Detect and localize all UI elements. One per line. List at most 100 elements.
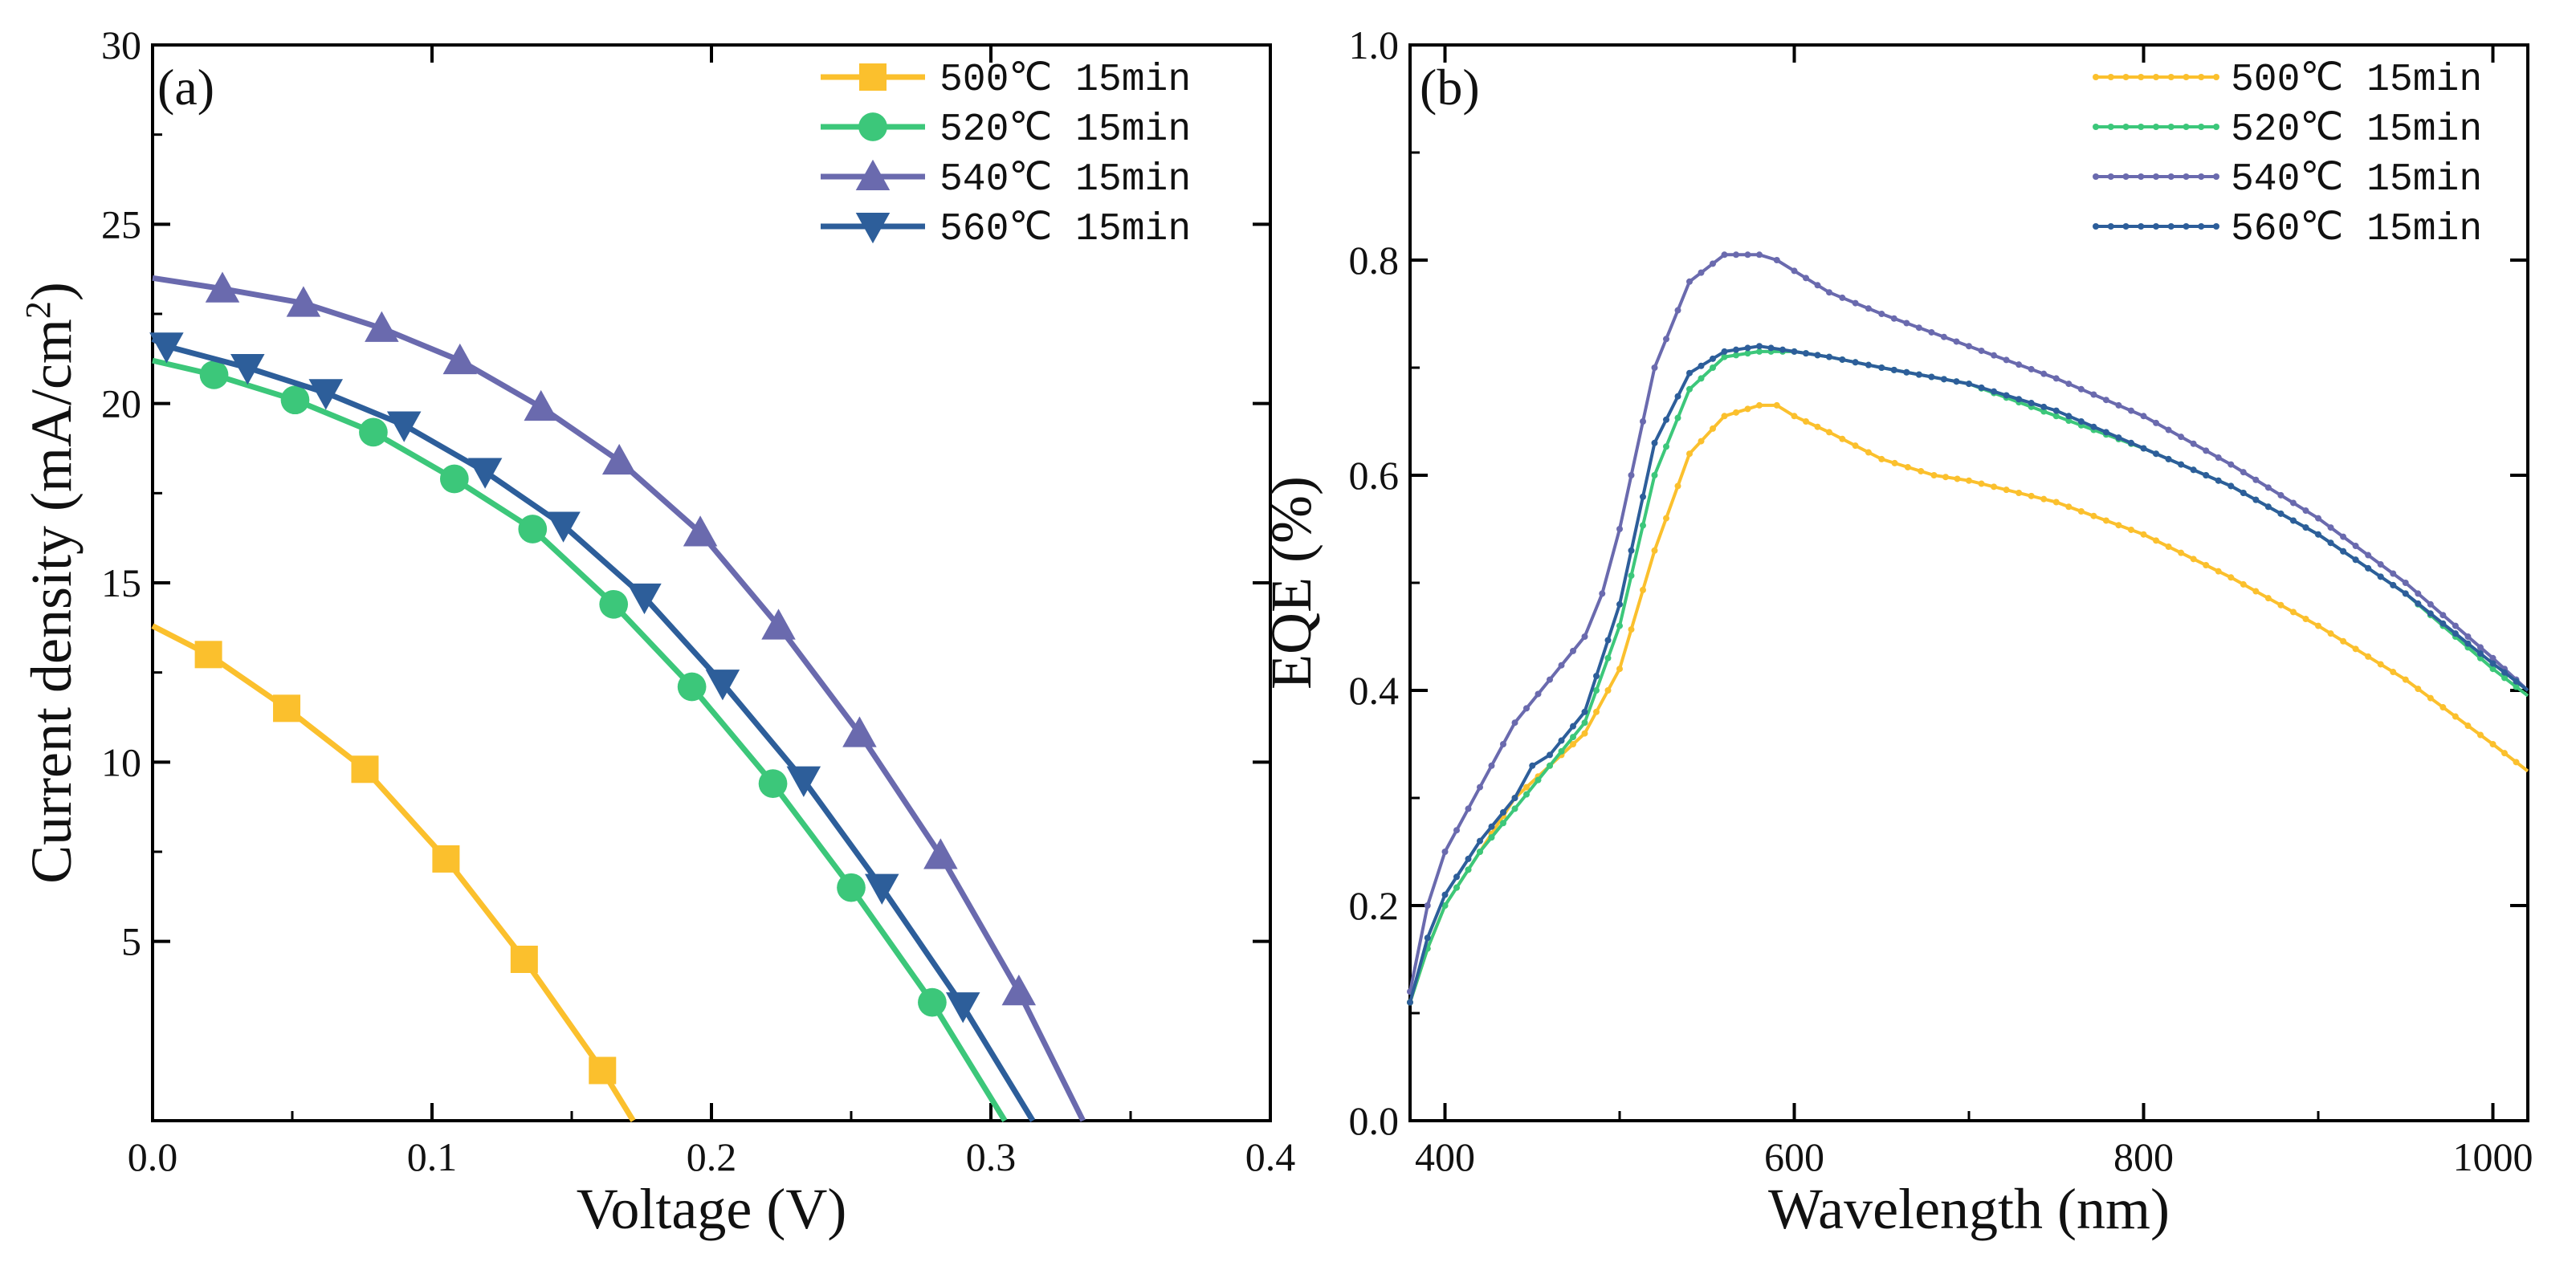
data-point [1511,795,1518,801]
data-point [149,332,184,364]
data-point [1674,393,1681,400]
data-point [2203,447,2210,454]
data-point [1744,405,1751,413]
data-point [1686,450,1693,458]
data-point [359,417,388,447]
legend-label: 500℃ 15min [2231,59,2482,102]
data-point [1773,401,1780,409]
data-point [1604,654,1612,661]
data-point [2190,556,2197,563]
legend-swatch-dot [2107,124,2114,130]
data-point [2513,683,2520,690]
data-point [1477,849,1483,855]
data-point [1511,805,1518,812]
legend-swatch-dot [2167,124,2175,130]
data-point [2052,407,2060,414]
legend-swatch-dot [2183,173,2190,180]
data-point [1814,352,1821,359]
data-point [2165,543,2172,551]
data-point [1966,343,1972,350]
data-point [2365,552,2372,559]
data-point [1891,459,1898,466]
y-tick-label: 5 [121,919,141,964]
data-point [2178,434,2185,441]
legend-item-3: 540℃ 15min [2093,158,2482,202]
x-tick-label: 1000 [2453,1134,2533,1179]
axis-ticks-a: 0.0 0.1 0.2 0.3 0.4 5 10 15 20 25 30 [101,22,1295,1179]
data-point [1511,719,1518,727]
data-point [2052,375,2060,382]
legend-swatch-dot [2198,74,2205,80]
data-point [2327,524,2334,531]
data-point [1928,373,1935,381]
data-point [1954,475,1961,482]
legend-swatch-marker [858,112,887,141]
legend-swatch-dot [2093,223,2099,230]
legend-swatch-dot [2138,124,2145,130]
data-point [2052,499,2060,506]
data-point [1570,723,1576,730]
data-point [2264,484,2272,491]
data-point [2153,450,2160,458]
data-point [2501,669,2508,676]
legend-label: 540℃ 15min [940,158,1191,202]
legend-swatch-dot [2153,223,2159,230]
legend-label: 520℃ 15min [2231,108,2482,152]
legend-swatch-dot [2198,223,2205,230]
panel-label-a: (a) [157,59,214,116]
legend-swatch-dot [2093,74,2099,80]
data-point [2090,423,2097,430]
data-point [2427,610,2434,617]
legend-swatch-dot [2122,223,2130,230]
data-point [1616,666,1623,673]
data-point [1663,515,1669,522]
x-axis-label-b: Wavelength (nm) [1768,1177,2170,1241]
legend-swatch-dot [2122,74,2130,80]
data-point [2277,510,2285,517]
series-group-b [1407,251,2529,1006]
data-point [2427,600,2434,608]
data-point [1779,346,1786,353]
data-point [1904,463,1911,470]
data-point [1991,352,1998,359]
data-point [1640,522,1646,529]
legend-a: 500℃ 15min 520℃ 15min 540℃ 15min 560℃ 15min [821,59,1191,251]
data-point [1001,974,1037,1006]
data-point [1441,902,1449,909]
data-point [705,670,740,701]
legend-label: 520℃ 15min [940,108,1191,152]
data-point [2228,574,2235,581]
data-point [518,515,548,543]
data-point [2452,622,2459,629]
data-point [386,411,422,442]
data-point [1581,730,1588,737]
data-point [1465,805,1472,812]
data-point [2315,515,2321,522]
data-point [273,694,301,723]
data-point [1616,526,1623,532]
data-point [2165,426,2172,434]
y-tick-label: 20 [101,381,141,426]
chart-panel-a: 0.0 0.1 0.2 0.3 0.4 5 10 15 20 25 30 (a) Voltage (… [18,22,1295,1241]
data-point [1686,278,1693,285]
data-point [2315,622,2321,629]
chart-panel-b: 400 600 800 1000 0.0 0.2 0.4 0.6 0.8 1.0 (b) Wave… [1259,22,2533,1241]
data-point [1991,483,1998,491]
y-axis-label-a-close: ) [19,282,84,301]
data-point [2016,490,2023,497]
data-point [2190,466,2197,474]
data-point [1500,820,1506,827]
data-point [2289,517,2297,524]
x-tick-label: 600 [1764,1134,1824,1179]
series-1 [151,623,636,1122]
data-point [2277,491,2285,499]
data-point [2052,413,2060,420]
data-point [1651,547,1658,554]
data-point [1978,347,1985,354]
data-point [1640,586,1646,593]
legend-label: 540℃ 15min [2231,158,2482,202]
data-point [1488,834,1495,841]
y-tick-label: 0.4 [1349,668,1400,713]
data-point [1733,346,1739,353]
